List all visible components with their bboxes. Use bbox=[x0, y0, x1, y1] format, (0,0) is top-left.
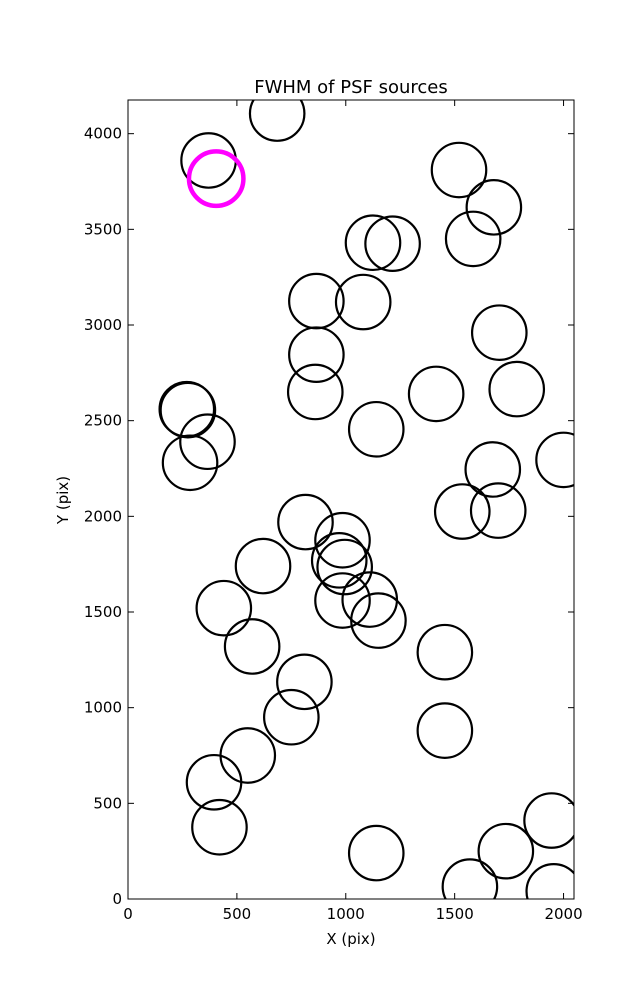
psf-source-marker bbox=[441, 858, 499, 899]
psf-source-marker bbox=[314, 511, 371, 569]
psf-source-marker bbox=[523, 792, 574, 849]
x-axis-label: X (pix) bbox=[326, 930, 375, 948]
y-axis-label: Y (pix) bbox=[54, 476, 72, 525]
psf-source-marker bbox=[430, 141, 488, 199]
psf-source-marker bbox=[314, 572, 371, 629]
psf-source-marker bbox=[263, 688, 320, 746]
y-tick-label: 1500 bbox=[84, 603, 122, 621]
psf-source-marker bbox=[277, 493, 334, 551]
psf-source-marker bbox=[407, 365, 465, 423]
y-tick-label: 3500 bbox=[84, 220, 122, 238]
x-tick-label: 500 bbox=[223, 905, 252, 923]
x-tick-label: 1500 bbox=[436, 905, 474, 923]
psf-source-marker bbox=[488, 360, 546, 418]
markers-layer bbox=[158, 100, 574, 899]
psf-source-marker bbox=[470, 304, 528, 361]
psf-source-marker bbox=[465, 179, 523, 236]
psf-source-marker bbox=[444, 210, 502, 268]
y-tick-label: 4000 bbox=[84, 125, 122, 143]
plot-frame bbox=[128, 100, 574, 899]
plot-border bbox=[127, 99, 575, 900]
psf-source-marker bbox=[223, 618, 281, 675]
psf-source-marker bbox=[288, 326, 345, 383]
psf-source-marker bbox=[191, 798, 248, 856]
psf-source-marker bbox=[286, 363, 344, 421]
y-tick-label: 0 bbox=[112, 890, 122, 908]
psf-source-marker bbox=[179, 413, 236, 471]
y-tick-label: 500 bbox=[93, 794, 122, 812]
psf-source-marker bbox=[159, 381, 217, 439]
psf-source-marker bbox=[316, 538, 374, 596]
x-tick-label: 2000 bbox=[544, 905, 582, 923]
y-tick-label: 2000 bbox=[84, 507, 122, 525]
y-tick-label: 3000 bbox=[84, 316, 122, 334]
psf-source-marker bbox=[416, 702, 474, 759]
psf-source-marker bbox=[347, 400, 405, 458]
psf-source-marker bbox=[161, 434, 219, 492]
psf-source-marker bbox=[310, 532, 368, 589]
psf-source-marker bbox=[347, 824, 405, 882]
chart-title: FWHM of PSF sources bbox=[254, 77, 448, 98]
psf-source-marker bbox=[433, 483, 491, 540]
psf-source-marker bbox=[185, 753, 243, 811]
highlighted-psf-source-marker bbox=[186, 149, 246, 209]
psf-source-marker bbox=[364, 215, 421, 273]
psf-source-marker bbox=[464, 441, 522, 498]
psf-source-marker bbox=[416, 623, 474, 681]
psf-source-marker bbox=[344, 214, 402, 272]
psf-source-marker bbox=[469, 482, 527, 539]
x-axis-ticks: 0 500 1000 1500 2000 bbox=[123, 100, 583, 923]
x-tick-label: 0 bbox=[123, 905, 133, 923]
y-axis-ticks: 0 500 1000 1500 2000 2500 3000 3500 4000 bbox=[84, 125, 574, 908]
y-tick-label: 2500 bbox=[84, 412, 122, 430]
psf-source-marker bbox=[350, 592, 407, 649]
psf-source-marker bbox=[248, 100, 306, 142]
psf-source-marker bbox=[477, 822, 535, 880]
psf-source-marker bbox=[195, 579, 253, 637]
psf-source-marker bbox=[334, 273, 392, 331]
y-tick-label: 1000 bbox=[84, 699, 122, 717]
psf-source-marker bbox=[535, 431, 574, 489]
psf-source-marker bbox=[234, 537, 292, 595]
psf-source-marker bbox=[525, 863, 574, 899]
psf-source-marker bbox=[276, 653, 333, 711]
x-tick-label: 1000 bbox=[327, 905, 365, 923]
